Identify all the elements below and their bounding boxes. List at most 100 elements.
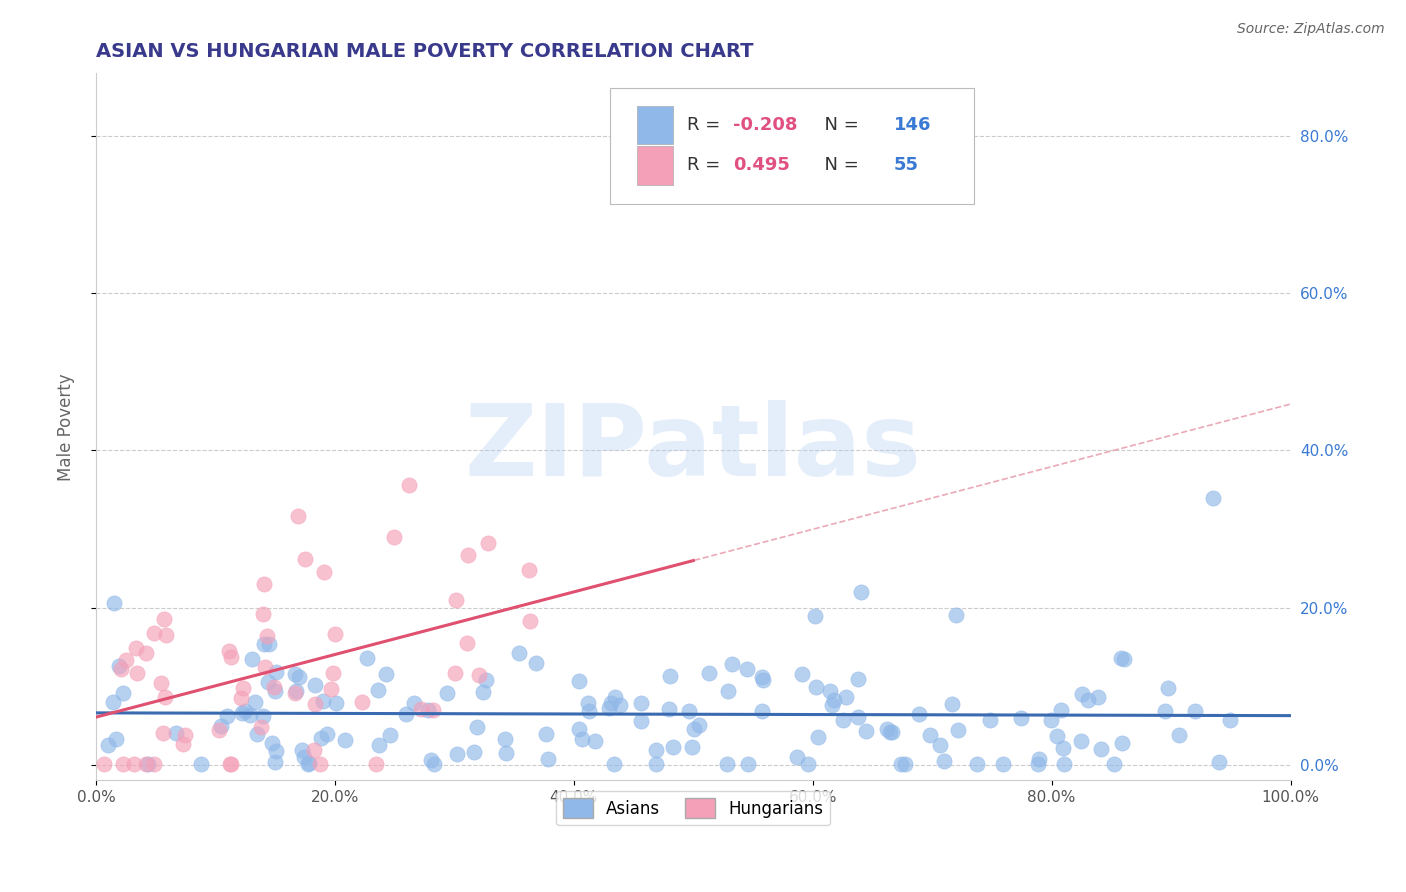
Asians xyxy=(796,756,818,771)
Asians xyxy=(292,750,315,764)
Asians xyxy=(920,728,942,742)
Asians xyxy=(246,727,269,741)
Hungarians xyxy=(110,662,132,676)
Asians xyxy=(609,698,631,712)
Hungarians xyxy=(153,612,176,626)
Asians xyxy=(260,736,283,750)
Text: N =: N = xyxy=(813,156,865,174)
Asians xyxy=(1090,742,1112,756)
Hungarians xyxy=(112,756,135,771)
Hungarians xyxy=(115,653,138,667)
Asians xyxy=(571,731,593,746)
Hungarians xyxy=(519,614,541,628)
Hungarians xyxy=(382,530,405,544)
Hungarians xyxy=(125,641,148,656)
Hungarians xyxy=(457,549,479,563)
Asians xyxy=(465,720,488,734)
Asians xyxy=(231,706,253,720)
Asians xyxy=(803,608,825,623)
Asians xyxy=(1053,756,1076,771)
Hungarians xyxy=(153,690,176,705)
Asians xyxy=(297,756,319,771)
Asians xyxy=(876,722,898,736)
Asians xyxy=(855,723,877,738)
Asians xyxy=(658,702,681,716)
Asians xyxy=(966,756,988,771)
Asians xyxy=(1026,756,1049,771)
Asians xyxy=(568,674,591,689)
Asians xyxy=(1070,734,1092,748)
Hungarians xyxy=(467,668,489,682)
Asians xyxy=(524,656,547,670)
Asians xyxy=(1154,705,1177,719)
Asians xyxy=(752,673,775,687)
Text: ZIPatlas: ZIPatlas xyxy=(465,400,922,497)
Asians xyxy=(112,686,135,700)
Asians xyxy=(1109,650,1132,665)
Asians xyxy=(304,678,326,692)
Asians xyxy=(879,725,901,739)
Hungarians xyxy=(219,756,242,771)
Hungarians xyxy=(252,607,274,622)
Asians xyxy=(1050,703,1073,717)
Hungarians xyxy=(208,723,231,737)
Hungarians xyxy=(304,697,326,711)
Hungarians xyxy=(409,702,432,716)
Asians xyxy=(849,584,872,599)
Hungarians xyxy=(294,552,316,566)
Asians xyxy=(717,684,740,698)
Asians xyxy=(807,731,830,745)
Asians xyxy=(786,750,808,764)
Asians xyxy=(804,680,827,694)
Asians xyxy=(1114,652,1136,666)
Asians xyxy=(312,694,335,708)
Asians xyxy=(209,718,232,732)
Hungarians xyxy=(219,756,242,771)
Asians xyxy=(243,695,266,709)
Asians xyxy=(263,755,285,769)
Asians xyxy=(404,696,426,710)
Asians xyxy=(495,746,517,760)
Hungarians xyxy=(172,737,194,751)
Text: R =: R = xyxy=(688,156,733,174)
Asians xyxy=(240,652,263,666)
Asians xyxy=(257,674,280,689)
Asians xyxy=(1219,714,1241,728)
Asians xyxy=(368,738,391,752)
Asians xyxy=(325,696,347,710)
Asians xyxy=(284,667,307,681)
Hungarians xyxy=(444,592,467,607)
FancyBboxPatch shape xyxy=(610,87,974,204)
Hungarians xyxy=(152,726,174,740)
Hungarians xyxy=(135,646,157,660)
Hungarians xyxy=(284,686,307,700)
Asians xyxy=(257,637,280,651)
Hungarians xyxy=(229,691,252,706)
Asians xyxy=(291,743,314,757)
Hungarians xyxy=(517,563,540,577)
Asians xyxy=(446,747,468,761)
Asians xyxy=(1208,755,1230,769)
Hungarians xyxy=(155,628,177,642)
Asians xyxy=(103,695,125,709)
Asians xyxy=(945,608,967,623)
Y-axis label: Male Poverty: Male Poverty xyxy=(58,373,75,481)
Asians xyxy=(894,756,917,771)
Text: R =: R = xyxy=(688,116,727,134)
Asians xyxy=(316,727,339,741)
Asians xyxy=(821,698,844,712)
Hungarians xyxy=(350,695,373,709)
Hungarians xyxy=(477,535,499,549)
Legend: Asians, Hungarians: Asians, Hungarians xyxy=(557,791,831,825)
Asians xyxy=(645,756,668,771)
Asians xyxy=(419,753,441,767)
Text: Source: ZipAtlas.com: Source: ZipAtlas.com xyxy=(1237,22,1385,37)
Asians xyxy=(890,756,912,771)
Asians xyxy=(298,756,321,771)
Text: N =: N = xyxy=(813,116,865,134)
Asians xyxy=(416,703,439,717)
Hungarians xyxy=(174,728,197,742)
Text: 55: 55 xyxy=(894,156,920,174)
Hungarians xyxy=(308,756,330,771)
Hungarians xyxy=(232,681,254,695)
